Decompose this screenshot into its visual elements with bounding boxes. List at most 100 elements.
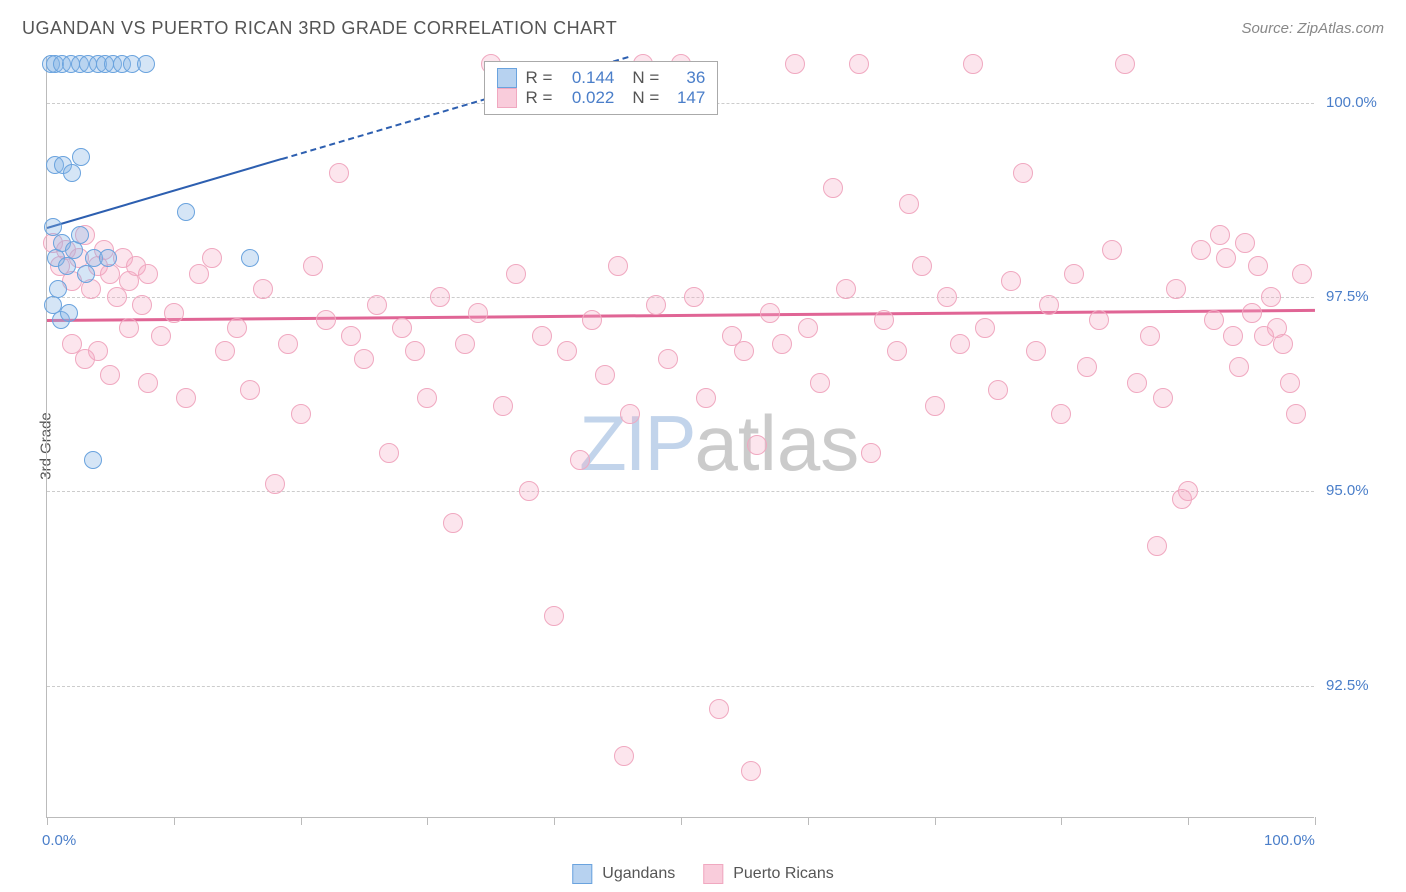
- scatter-marker-pink: [303, 256, 323, 276]
- scatter-marker-pink: [278, 334, 298, 354]
- scatter-marker-pink: [1242, 303, 1262, 323]
- x-tick: [935, 817, 936, 825]
- scatter-marker-pink: [138, 264, 158, 284]
- scatter-marker-pink: [1292, 264, 1312, 284]
- scatter-marker-pink: [202, 248, 222, 268]
- scatter-marker-pink: [696, 388, 716, 408]
- scatter-marker-blue: [71, 226, 89, 244]
- scatter-marker-blue: [177, 203, 195, 221]
- scatter-marker-pink: [532, 326, 552, 346]
- scatter-marker-pink: [595, 365, 615, 385]
- r-label: R =: [525, 68, 552, 88]
- scatter-marker-pink: [1178, 481, 1198, 501]
- scatter-marker-pink: [570, 450, 590, 470]
- scatter-marker-pink: [405, 341, 425, 361]
- scatter-marker-pink: [1191, 240, 1211, 260]
- scatter-marker-pink: [227, 318, 247, 338]
- swatch-pink-icon: [703, 864, 723, 884]
- scatter-marker-pink: [741, 761, 761, 781]
- scatter-marker-pink: [950, 334, 970, 354]
- scatter-marker-pink: [849, 54, 869, 74]
- scatter-marker-pink: [1102, 240, 1122, 260]
- y-tick-label: 97.5%: [1326, 288, 1369, 305]
- scatter-marker-pink: [963, 54, 983, 74]
- scatter-marker-blue: [77, 265, 95, 283]
- scatter-marker-pink: [493, 396, 513, 416]
- scatter-marker-pink: [430, 287, 450, 307]
- trend-line: [47, 158, 282, 229]
- scatter-marker-pink: [912, 256, 932, 276]
- scatter-marker-pink: [772, 334, 792, 354]
- scatter-marker-pink: [1127, 373, 1147, 393]
- x-tick-label: 0.0%: [42, 832, 76, 849]
- scatter-marker-blue: [60, 304, 78, 322]
- r-value: 0.144: [560, 68, 614, 88]
- scatter-marker-pink: [1153, 388, 1173, 408]
- y-tick-label: 95.0%: [1326, 482, 1369, 499]
- gridline: [47, 686, 1314, 687]
- scatter-marker-pink: [975, 318, 995, 338]
- scatter-marker-pink: [215, 341, 235, 361]
- scatter-marker-pink: [937, 287, 957, 307]
- scatter-marker-pink: [614, 746, 634, 766]
- scatter-marker-pink: [265, 474, 285, 494]
- scatter-marker-pink: [557, 341, 577, 361]
- scatter-marker-pink: [1140, 326, 1160, 346]
- chart-title: UGANDAN VS PUERTO RICAN 3RD GRADE CORREL…: [22, 18, 617, 39]
- scatter-marker-pink: [455, 334, 475, 354]
- x-tick: [808, 817, 809, 825]
- scatter-marker-pink: [1229, 357, 1249, 377]
- scatter-marker-pink: [887, 341, 907, 361]
- x-tick: [47, 817, 48, 825]
- x-tick-label: 100.0%: [1264, 832, 1315, 849]
- scatter-marker-pink: [100, 365, 120, 385]
- scatter-marker-pink: [468, 303, 488, 323]
- scatter-marker-blue: [137, 55, 155, 73]
- scatter-marker-pink: [1248, 256, 1268, 276]
- scatter-marker-pink: [1001, 271, 1021, 291]
- scatter-marker-pink: [734, 341, 754, 361]
- source-attribution: Source: ZipAtlas.com: [1241, 20, 1384, 37]
- scatter-marker-pink: [1166, 279, 1186, 299]
- x-tick: [427, 817, 428, 825]
- scatter-marker-pink: [443, 513, 463, 533]
- watermark-atlas: atlas: [694, 399, 859, 487]
- scatter-marker-pink: [760, 303, 780, 323]
- scatter-marker-pink: [810, 373, 830, 393]
- scatter-marker-pink: [1204, 310, 1224, 330]
- swatch-pink-icon: [497, 88, 517, 108]
- legend-stats-row: R =0.022N =147: [497, 88, 705, 108]
- scatter-marker-pink: [253, 279, 273, 299]
- scatter-marker-pink: [1147, 536, 1167, 556]
- legend-bottom: Ugandans Puerto Ricans: [572, 864, 833, 884]
- scatter-marker-pink: [1115, 54, 1135, 74]
- legend-stats: R =0.144N =36R =0.022N =147: [484, 61, 718, 115]
- legend-item-ugandans: Ugandans: [572, 864, 675, 884]
- scatter-marker-pink: [646, 295, 666, 315]
- y-tick-label: 92.5%: [1326, 677, 1369, 694]
- plot-area: ZIPatlas R =0.144N =36R =0.022N =147: [46, 56, 1314, 818]
- scatter-marker-pink: [417, 388, 437, 408]
- scatter-marker-pink: [709, 699, 729, 719]
- scatter-marker-pink: [798, 318, 818, 338]
- gridline: [47, 297, 1314, 298]
- scatter-marker-pink: [544, 606, 564, 626]
- scatter-marker-pink: [988, 380, 1008, 400]
- scatter-marker-pink: [620, 404, 640, 424]
- scatter-marker-pink: [341, 326, 361, 346]
- x-tick: [174, 817, 175, 825]
- scatter-marker-pink: [240, 380, 260, 400]
- scatter-marker-pink: [823, 178, 843, 198]
- scatter-marker-pink: [392, 318, 412, 338]
- scatter-marker-pink: [519, 481, 539, 501]
- n-value: 147: [667, 88, 705, 108]
- scatter-marker-pink: [1210, 225, 1230, 245]
- scatter-marker-pink: [658, 349, 678, 369]
- scatter-marker-pink: [329, 163, 349, 183]
- scatter-marker-pink: [354, 349, 374, 369]
- x-tick: [1315, 817, 1316, 825]
- scatter-marker-pink: [874, 310, 894, 330]
- scatter-marker-pink: [1089, 310, 1109, 330]
- scatter-marker-pink: [1235, 233, 1255, 253]
- scatter-marker-pink: [747, 435, 767, 455]
